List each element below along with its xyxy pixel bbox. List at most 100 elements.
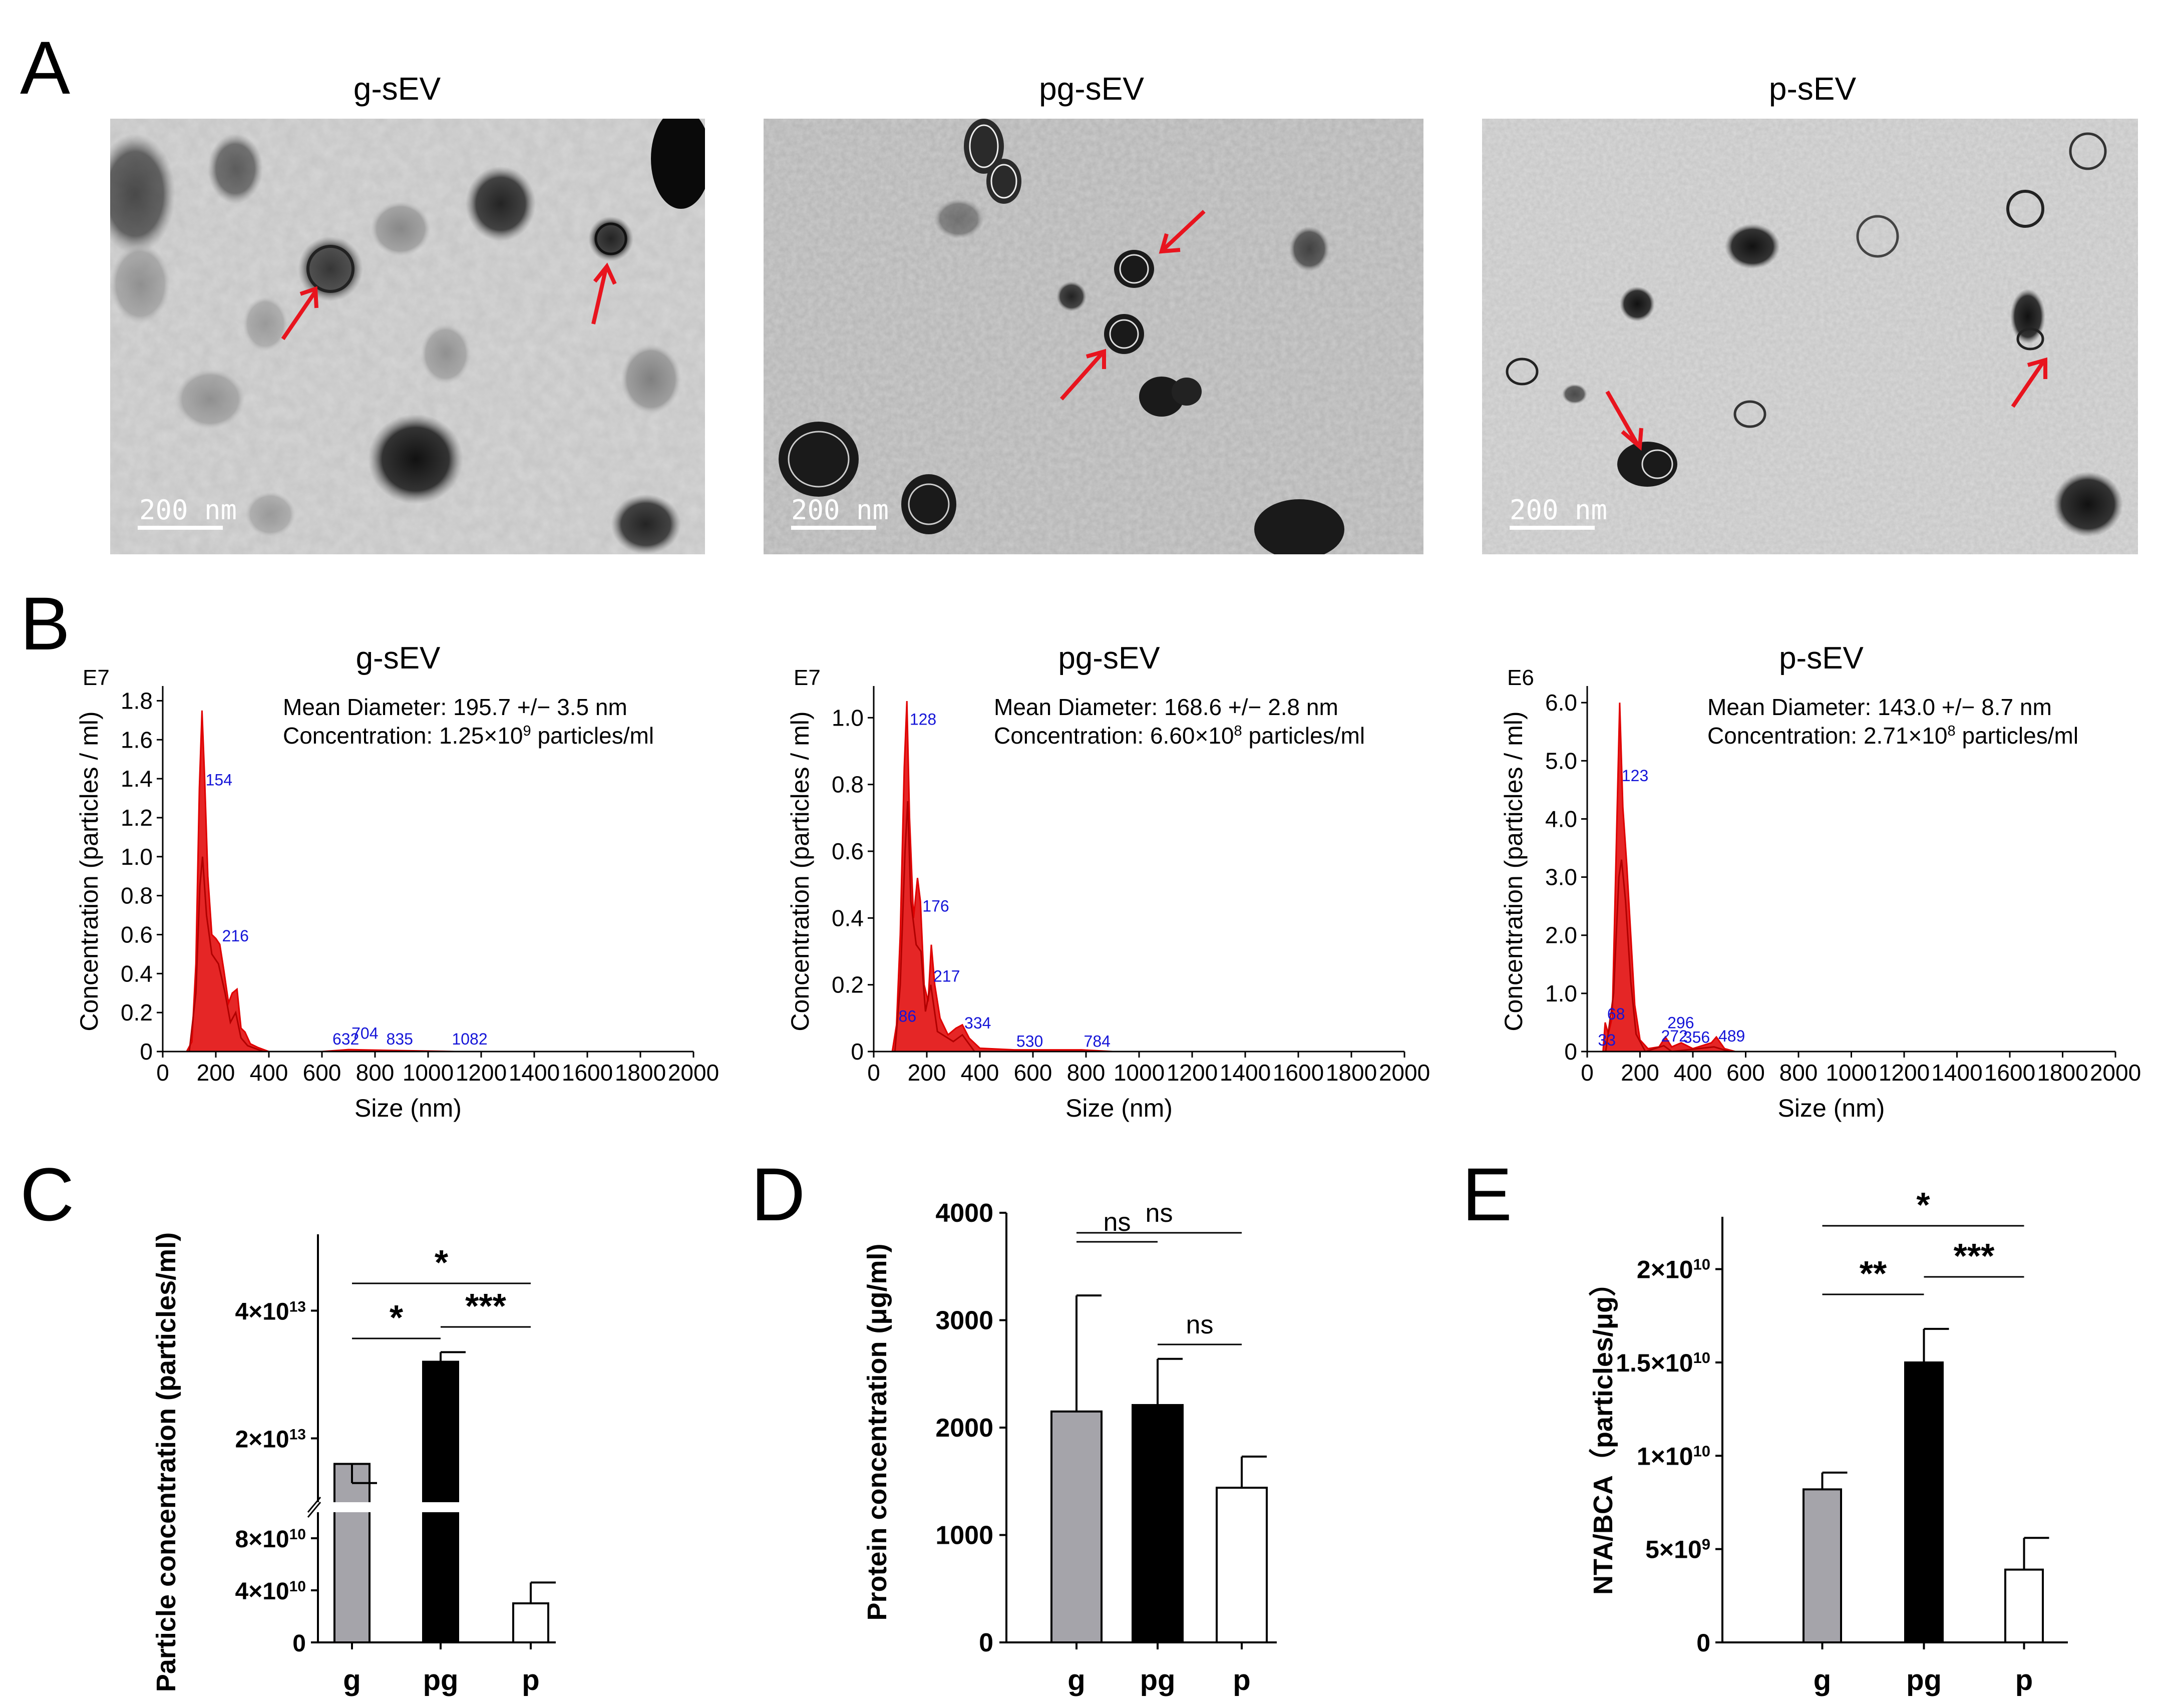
panel-letter-e: E [1462,1152,1513,1236]
significance-label: *** [1954,1236,1995,1275]
x-tick-label: 1400 [509,1060,560,1086]
category-label: g [343,1664,361,1696]
scale-label: 200 nm [1510,494,1607,526]
peak-label: 296 [1667,1013,1694,1032]
y-tick-label: 1.5×1010 [1616,1348,1710,1377]
y-tick-label: 2×1013 [235,1426,306,1453]
category-label: g [1814,1664,1831,1696]
bar-g [1803,1488,1842,1643]
x-tick-label: 2000 [668,1060,719,1086]
mean-diameter-text: Mean Diameter: 143.0 +/− 8.7 nm [1707,694,2052,720]
bar-p [2004,1568,2044,1643]
x-tick-label: 1000 [403,1060,454,1086]
y-tick-label: 1.8 [121,688,153,714]
axis-exponent: E7 [83,665,110,690]
x-tick-label: 0 [1581,1060,1594,1086]
concentration-text: Concentration: 1.25×109 particles/ml [283,723,654,749]
significance-label: ns [1146,1199,1173,1228]
peak-label: 632 [332,1030,359,1048]
x-tick-label: 1800 [2037,1060,2088,1086]
x-tick-label: 0 [867,1060,880,1086]
y-tick-label: 5×109 [1645,1535,1710,1564]
bar-chart-protein-concentration: 0 1000 2000 3000 4000 g pg p Protein concentrati… [862,1199,1277,1696]
y-axis-label: Concentration (particles / ml) [786,711,814,1031]
x-tick-label: 2000 [1379,1060,1430,1086]
significance-label: *** [465,1286,506,1325]
significance-label: ns [1104,1208,1131,1237]
scale-bar: 200 nm [138,494,237,530]
concentration-text: Concentration: 2.71×108 particles/ml [1707,723,2078,749]
peak-label: 68 [1607,1005,1625,1023]
peak-label: 489 [1718,1027,1745,1045]
break-mark [307,1502,321,1518]
y-tick-label: 0.6 [121,921,153,947]
y-tick-label: 1×1010 [1637,1442,1710,1471]
category-label: p [1233,1664,1250,1696]
bar-pg [422,1360,459,1643]
category-label: p [2015,1664,2033,1696]
y-tick-label: 1.4 [121,766,153,792]
x-tick-label: 1600 [562,1060,613,1086]
category-label: g [1067,1664,1085,1696]
tem-title-g: g-sEV [353,71,441,107]
y-tick-label: 4×1013 [235,1298,306,1325]
y-tick-label: 2000 [935,1414,993,1443]
chart-title: g-sEV [356,641,441,675]
x-tick-label: 400 [1674,1060,1712,1086]
concentration-text: Concentration: 6.60×108 particles/ml [994,723,1365,749]
peak-label: 784 [1084,1033,1111,1051]
x-tick-label: 600 [303,1060,341,1086]
x-tick-label: 1200 [1879,1060,1930,1086]
x-tick-label: 1800 [615,1060,666,1086]
y-tick-label: 0 [1696,1629,1710,1657]
category-label: pg [1140,1664,1176,1696]
peak-label: 704 [351,1024,378,1043]
peak-label: 217 [933,967,960,985]
panel-letter-b: B [20,581,71,665]
nta-curve-upper [1602,703,2115,1053]
x-tick-label: 1600 [1273,1060,1324,1086]
y-tick-label: 4.0 [1545,806,1577,832]
nta-curve-lower [894,801,1404,1053]
bar-pg [1132,1404,1184,1643]
y-tick-label: 0 [140,1039,153,1065]
y-tick-label: 2×1010 [1637,1255,1710,1284]
chart-title: p-sEV [1779,641,1864,675]
y-tick-label: 0 [292,1630,306,1657]
nta-curve-lower [188,856,693,1053]
arrow-icon [281,262,617,340]
y-tick-label: 3000 [935,1306,993,1335]
y-tick-label: 2.0 [1545,922,1577,948]
peak-label: 176 [922,897,949,915]
x-tick-label: 1400 [1220,1060,1271,1086]
nta-curve-upper [891,701,1404,1053]
scale-label: 200 nm [139,494,237,526]
y-tick-label: 0 [851,1039,864,1065]
bar-g [1050,1410,1103,1643]
y-axis-label: NTA/BCA（particles/μg） [1588,1269,1618,1595]
y-tick-label: 3.0 [1545,864,1577,890]
y-tick-label: 0.8 [832,772,864,798]
peak-label: 128 [910,710,936,728]
x-tick-label: 1200 [456,1060,507,1086]
y-tick-label: 4000 [935,1199,993,1228]
mean-diameter-text: Mean Diameter: 195.7 +/− 3.5 nm [283,694,627,720]
nta-curve-lower [1605,859,2115,1053]
significance-label: ns [1186,1310,1214,1339]
significance-label: * [435,1243,449,1282]
significance-label: ** [1860,1254,1887,1293]
y-tick-label: 0.8 [121,883,153,909]
peak-label: 216 [222,927,248,945]
tem-image-pg-sev: 200 nm [764,119,1423,554]
x-axis-label: Size (nm) [1065,1094,1173,1122]
significance-label: * [390,1298,404,1337]
axis-break-gap [300,1502,561,1512]
x-tick-label: 1400 [1931,1060,1982,1086]
x-tick-label: 1000 [1826,1060,1877,1086]
y-tick-label: 0.4 [832,905,864,931]
y-tick-label: 0 [979,1628,993,1657]
y-tick-label: 0.4 [121,960,153,986]
y-tick-label: 0.2 [121,999,153,1026]
bar-p [1216,1487,1268,1643]
tem-title-pg: pg-sEV [1039,71,1144,107]
